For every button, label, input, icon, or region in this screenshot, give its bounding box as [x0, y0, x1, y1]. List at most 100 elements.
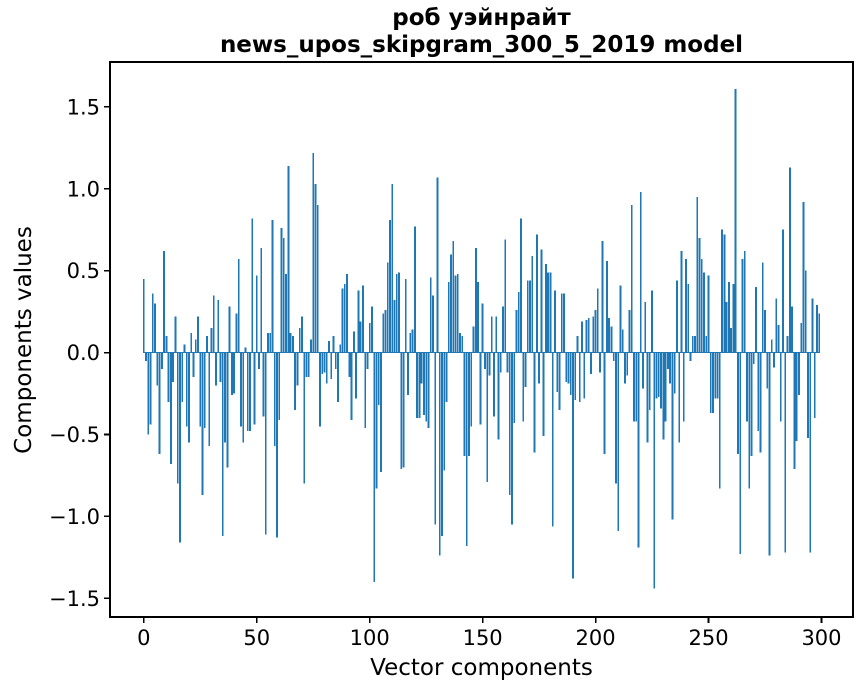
x-tick-label: 150 — [463, 626, 503, 650]
bar — [332, 336, 335, 353]
x-axis-label: Vector components — [370, 655, 593, 681]
bar — [743, 251, 746, 353]
bar — [741, 259, 744, 353]
bar — [673, 352, 676, 394]
bar — [147, 352, 150, 435]
bar — [648, 352, 651, 410]
y-tick-label: 1.0 — [67, 177, 100, 201]
bar — [716, 352, 719, 399]
bar — [278, 352, 281, 420]
bar — [251, 218, 254, 353]
bar — [644, 301, 647, 353]
bar — [703, 272, 705, 353]
bar — [520, 218, 522, 353]
bar — [755, 287, 757, 353]
bar — [339, 344, 342, 353]
y-axis-label: Components values — [11, 226, 37, 454]
bar — [540, 249, 543, 353]
bar — [809, 352, 812, 553]
bar — [425, 352, 428, 422]
bar — [696, 196, 699, 353]
bar — [750, 352, 753, 456]
bar — [798, 352, 800, 396]
bar — [447, 282, 450, 353]
bar-baseline — [142, 352, 821, 354]
bar — [149, 352, 152, 425]
bar — [438, 352, 441, 556]
bar — [628, 310, 631, 353]
bar — [167, 352, 170, 402]
y-tick-label: −1.5 — [49, 587, 100, 611]
bar — [581, 321, 583, 353]
bar — [359, 321, 362, 353]
bar — [391, 183, 394, 353]
bar — [264, 352, 267, 535]
bar — [441, 352, 443, 537]
bar — [725, 301, 728, 353]
bar — [610, 326, 613, 353]
bar — [230, 352, 233, 396]
bar — [337, 352, 339, 402]
bar — [382, 313, 385, 353]
bar — [240, 352, 242, 427]
bar — [714, 352, 717, 399]
bar — [432, 295, 434, 353]
chart-title: роб уэйнрайт news_upos_skipgram_300_5_20… — [110, 5, 853, 59]
bar — [194, 339, 197, 353]
bar — [682, 352, 685, 422]
bar — [323, 352, 326, 373]
bar — [479, 352, 482, 425]
chart-title-line1: роб уэйнрайт — [392, 5, 571, 31]
bar — [366, 352, 369, 369]
bar — [761, 262, 764, 353]
bar — [680, 251, 683, 353]
bar — [413, 226, 416, 353]
bar — [169, 352, 172, 464]
bar — [712, 352, 714, 414]
bar — [319, 352, 321, 427]
bar — [732, 283, 735, 353]
bar — [221, 352, 224, 537]
bar — [637, 352, 640, 548]
bar — [179, 352, 181, 543]
bar — [599, 352, 601, 373]
bar — [350, 352, 353, 420]
bar — [271, 219, 274, 353]
bar — [303, 352, 306, 484]
bar — [515, 310, 518, 353]
bar — [517, 291, 520, 353]
bar — [739, 352, 742, 555]
bar — [160, 352, 163, 369]
bar — [463, 352, 466, 456]
bar — [197, 316, 199, 353]
bar — [443, 352, 446, 471]
bar — [603, 352, 606, 455]
bar — [583, 352, 586, 399]
bar — [608, 318, 611, 353]
bar — [777, 324, 780, 353]
bar — [730, 328, 733, 353]
bar — [301, 316, 303, 353]
bar — [411, 329, 414, 353]
bar — [477, 282, 480, 353]
bar — [375, 352, 378, 489]
bar — [721, 229, 723, 353]
bar — [639, 192, 642, 353]
bar — [544, 264, 547, 353]
bar — [508, 352, 511, 496]
bar — [314, 183, 317, 353]
bar — [307, 352, 310, 378]
bar — [427, 352, 430, 428]
bar — [601, 241, 604, 353]
bar — [493, 352, 495, 417]
bar — [341, 288, 344, 353]
bar — [791, 306, 794, 353]
bar — [226, 352, 229, 468]
bar — [718, 352, 721, 489]
bar — [459, 332, 461, 353]
bar — [542, 352, 545, 437]
bar — [145, 352, 147, 361]
bar — [657, 352, 660, 397]
bar — [547, 272, 550, 353]
